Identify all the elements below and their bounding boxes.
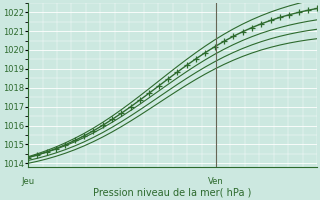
X-axis label: Pression niveau de la mer( hPa ): Pression niveau de la mer( hPa ) — [93, 187, 252, 197]
